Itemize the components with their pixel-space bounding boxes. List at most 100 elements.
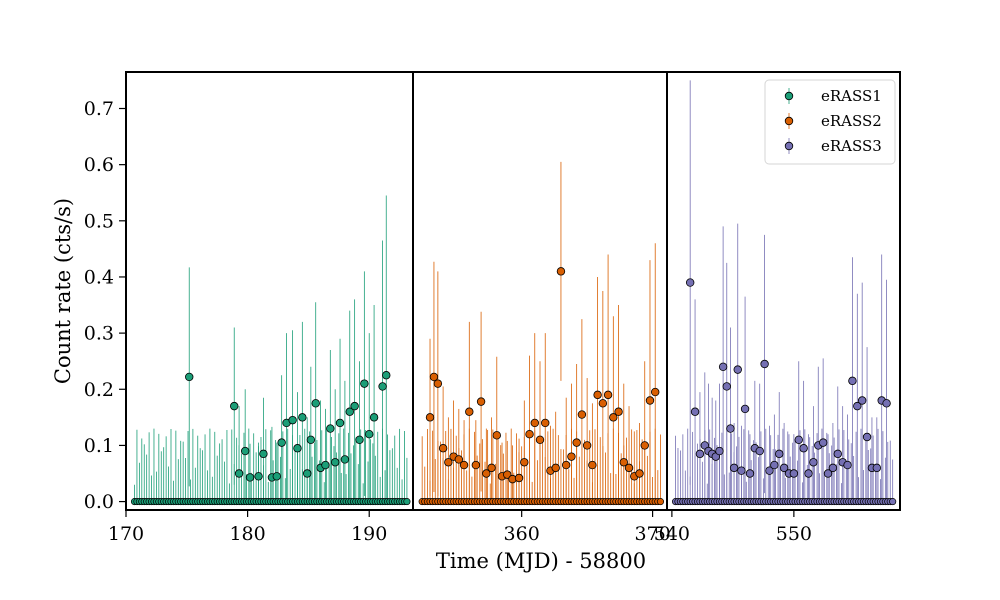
data-point: [378, 382, 387, 391]
data-point: [843, 460, 852, 470]
data-point: [889, 498, 897, 506]
data-point: [254, 472, 263, 481]
y-tick-label: 0.5: [84, 210, 114, 232]
legend-label: eRASS3: [821, 137, 882, 155]
data-point: [567, 452, 576, 461]
data-point: [848, 376, 857, 386]
data-point: [185, 372, 194, 382]
data-point: [718, 362, 728, 372]
data-point: [459, 460, 469, 470]
data-point: [429, 372, 439, 382]
data-point: [872, 463, 882, 473]
data-point: [551, 463, 560, 473]
data-point: [823, 469, 833, 478]
data-point: [272, 472, 281, 481]
data-point: [614, 407, 623, 416]
data-point: [737, 466, 746, 475]
x-tick-label: 370: [634, 523, 670, 545]
x-tick-label: 180: [229, 523, 265, 545]
data-point: [288, 415, 297, 425]
data-point: [598, 399, 608, 408]
data-point: [572, 438, 581, 447]
data-point: [302, 469, 312, 478]
y-tick-label: 0.7: [84, 98, 114, 120]
data-point: [715, 446, 724, 456]
y-tick-label: 0.3: [84, 323, 114, 345]
data-point: [651, 387, 660, 397]
data-point: [360, 379, 369, 388]
data-point: [770, 460, 779, 470]
data-point: [882, 399, 891, 408]
data-point: [487, 463, 496, 473]
data-point: [476, 397, 486, 406]
legend: eRASS1 eRASS2 eRASS3: [764, 79, 896, 165]
x-axis-label: Time (MJD) - 58800: [436, 549, 646, 573]
data-point: [582, 441, 592, 450]
data-point: [818, 438, 828, 447]
data-point: [355, 435, 364, 445]
legend-label: eRASS2: [821, 112, 882, 130]
y-tick-label: 0.2: [84, 379, 114, 401]
data-point: [809, 458, 818, 467]
data-point: [794, 435, 803, 445]
data-point: [541, 418, 550, 428]
data-point: [340, 455, 350, 464]
data-point: [482, 469, 491, 478]
x-tick-label: 170: [108, 523, 144, 545]
data-point: [234, 469, 244, 478]
data-point: [326, 424, 335, 433]
data-point: [425, 413, 435, 422]
data-point: [799, 444, 808, 453]
data-point: [535, 435, 545, 445]
data-point: [624, 463, 634, 473]
data-point: [635, 469, 644, 478]
data-point: [729, 463, 739, 473]
x-tick-label: 360: [504, 523, 540, 545]
data-point: [503, 470, 512, 479]
legend-marker: [784, 116, 794, 126]
data-point: [779, 463, 789, 473]
data-point: [403, 498, 411, 506]
data-point: [321, 460, 330, 470]
data-point: [640, 441, 649, 450]
data-point: [433, 379, 443, 388]
data-point: [828, 463, 838, 473]
x-tick-label: 540: [654, 523, 690, 545]
data-point: [789, 469, 799, 478]
data-point: [745, 469, 755, 478]
legend-marker: [784, 91, 794, 101]
data-point: [492, 431, 501, 440]
data-point: [690, 407, 700, 416]
data-point: [645, 396, 655, 405]
data-point: [525, 429, 534, 439]
data-point: [588, 460, 597, 470]
data-point: [833, 449, 842, 459]
data-point: [345, 407, 354, 416]
y-axis-label: Count rate (cts/s): [51, 198, 75, 384]
legend-marker: [784, 141, 794, 151]
x-tick-label: 550: [776, 523, 812, 545]
data-point: [293, 444, 302, 453]
data-point: [520, 458, 529, 467]
data-point: [862, 432, 872, 442]
data-point: [740, 404, 750, 414]
data-point: [765, 466, 774, 475]
data-point: [857, 396, 867, 405]
data-point: [733, 365, 742, 374]
legend-box: [764, 79, 896, 165]
data-point: [335, 418, 345, 428]
y-tick-label: 0.1: [84, 435, 114, 457]
data-point: [577, 410, 587, 419]
data-point: [365, 429, 374, 439]
data-point: [259, 449, 268, 459]
data-point: [514, 473, 524, 483]
data-point: [330, 458, 340, 467]
data-point: [561, 460, 571, 470]
data-point: [277, 438, 286, 447]
data-point: [619, 458, 628, 467]
data-point: [804, 469, 813, 478]
data-point: [471, 460, 481, 470]
panel-frame: [666, 71, 901, 511]
data-point: [760, 359, 769, 369]
data-point: [230, 401, 239, 411]
